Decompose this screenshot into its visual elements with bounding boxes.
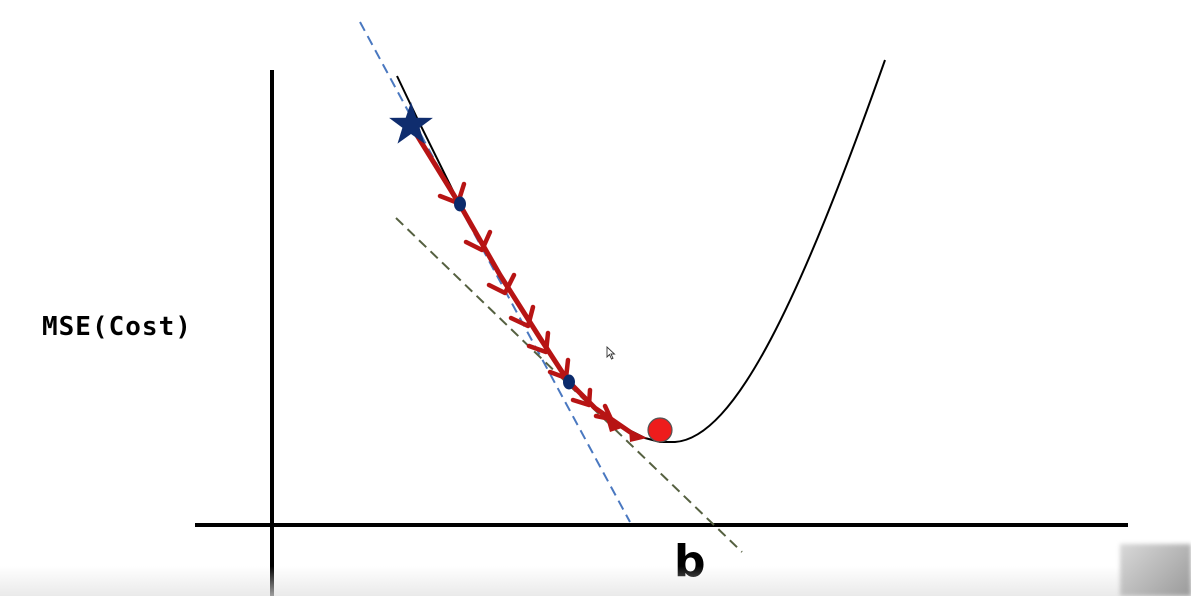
step-arrowhead <box>629 429 647 442</box>
star-icon <box>389 102 433 144</box>
step-marker <box>526 330 551 355</box>
step-marker <box>593 403 614 422</box>
waypoint-dot <box>563 374 575 390</box>
step-marker <box>486 272 517 296</box>
bottom-fade <box>0 566 1191 596</box>
circle-icon <box>647 417 673 443</box>
tangent-line-steep <box>359 21 631 523</box>
y-axis-label: MSE(Cost) <box>42 312 192 342</box>
descent-path <box>407 121 647 442</box>
waypoint-dot <box>454 196 466 212</box>
corner-thumbnail <box>1120 544 1191 596</box>
cost-curve <box>396 59 886 443</box>
step-marker <box>463 229 493 253</box>
step-marker <box>508 304 536 329</box>
step-marker <box>570 387 593 408</box>
step-arrowhead <box>606 418 622 432</box>
cursor-icon <box>606 346 616 360</box>
